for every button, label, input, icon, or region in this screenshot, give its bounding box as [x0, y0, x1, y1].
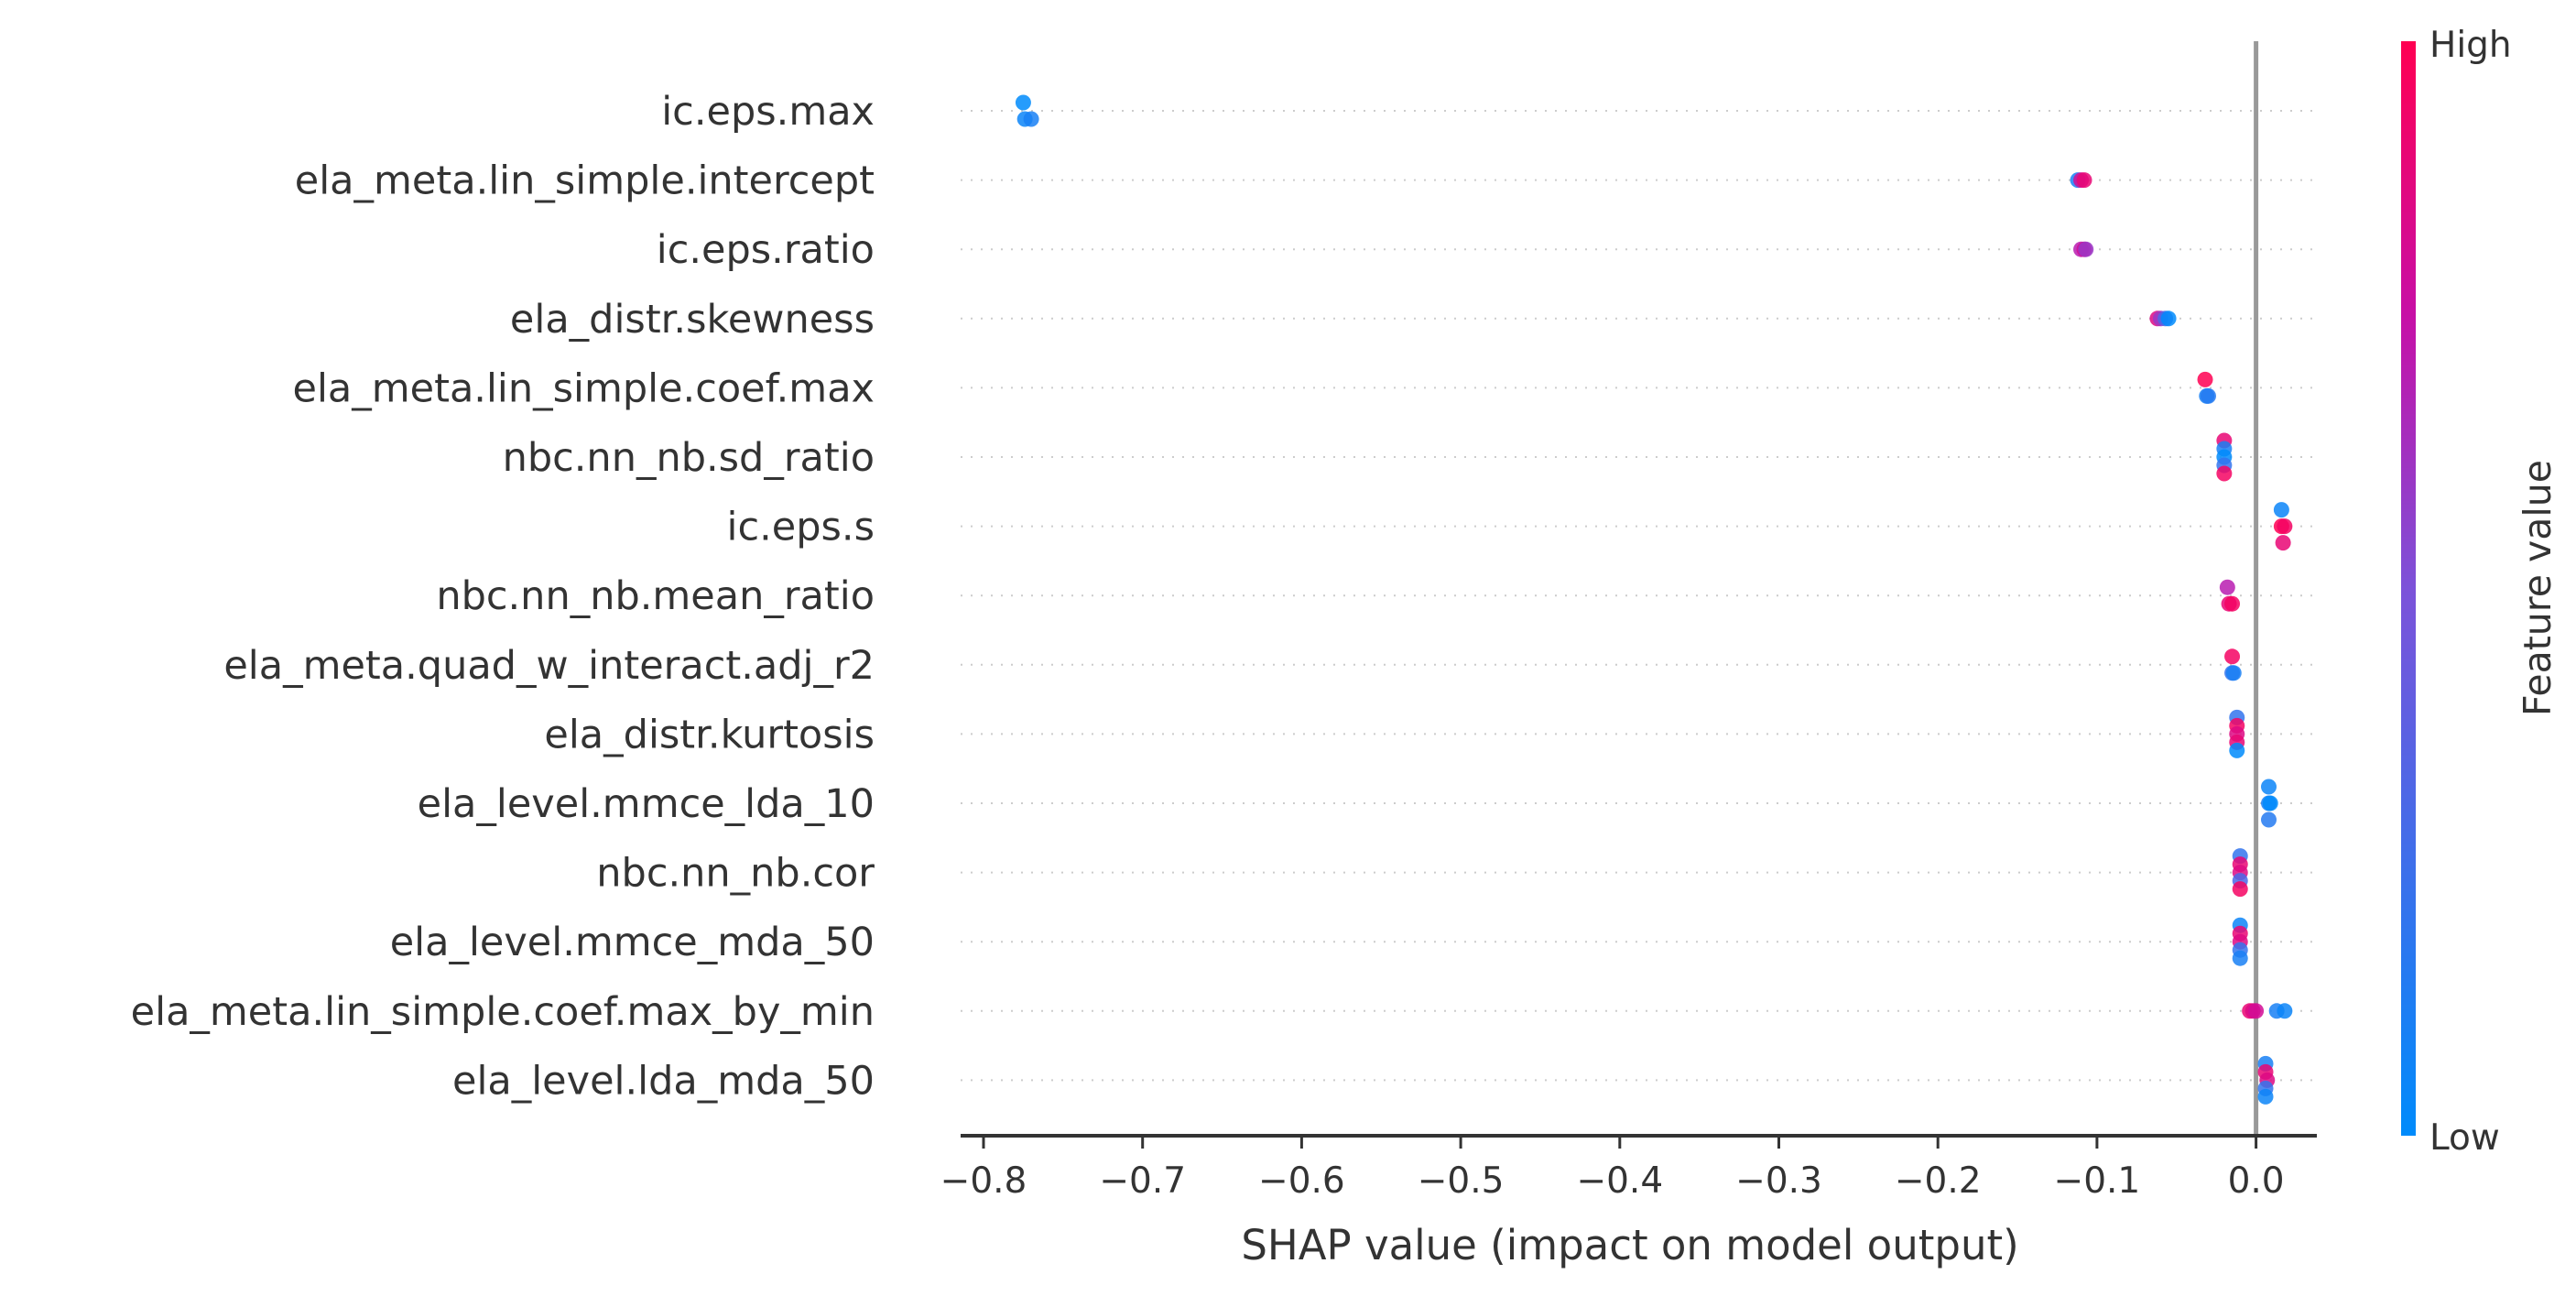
x-tick-label: −0.6	[1258, 1160, 1345, 1202]
feature-label: ic.eps.ratio	[657, 227, 875, 273]
data-point	[2160, 310, 2177, 327]
grid-layer	[961, 110, 2317, 1082]
data-point	[2257, 1088, 2274, 1105]
feature-label: nbc.nn_nb.mean_ratio	[436, 573, 875, 619]
data-point	[2232, 950, 2248, 966]
data-point	[2224, 595, 2241, 612]
x-tick-label: −0.7	[1099, 1160, 1186, 1202]
data-point	[2277, 1003, 2293, 1019]
feature-label: ela_level.lda_mda_50	[452, 1058, 875, 1104]
data-point	[2260, 779, 2277, 795]
colorbar-high-label: High	[2429, 25, 2512, 66]
colorbar: High Low Feature value	[2401, 25, 2560, 1159]
feature-label: nbc.nn_nb.cor	[596, 851, 875, 897]
colorbar-low-label: Low	[2429, 1117, 2500, 1159]
data-point	[2273, 502, 2289, 518]
x-tick-label: −0.2	[1895, 1160, 1982, 1202]
data-point	[2277, 518, 2293, 535]
feature-label: ela_meta.lin_simple.coef.max	[293, 365, 875, 411]
data-point	[2275, 535, 2291, 551]
feature-label: ic.eps.s	[727, 505, 875, 550]
data-point	[2262, 795, 2278, 811]
data-point	[2219, 579, 2235, 595]
data-point	[2216, 465, 2233, 482]
data-point	[2225, 665, 2242, 681]
feature-label: nbc.nn_nb.sd_ratio	[503, 435, 875, 481]
colorbar-title: Feature value	[2516, 460, 2560, 716]
feature-label: ela_distr.skewness	[510, 297, 875, 343]
data-point	[2229, 742, 2245, 758]
x-tick-label: 0.0	[2228, 1160, 2285, 1202]
x-tick-label: −0.5	[1418, 1160, 1505, 1202]
feature-label: ela_meta.lin_simple.coef.max_by_min	[131, 989, 875, 1035]
feature-labels-layer: ic.eps.max ela_meta.lin_simple.intercepti…	[131, 89, 875, 1104]
data-point	[2197, 371, 2213, 387]
x-tick-label: −0.3	[1735, 1160, 1822, 1202]
colorbar-gradient	[2401, 41, 2416, 1136]
data-point	[2260, 811, 2277, 828]
data-point	[2076, 172, 2092, 189]
feature-label: ic.eps.max	[661, 89, 875, 135]
points-layer	[1015, 94, 2293, 1105]
x-tick-label: −0.4	[1576, 1160, 1663, 1202]
data-point	[2200, 387, 2216, 404]
x-tick-label: −0.8	[940, 1160, 1027, 1202]
data-point	[2078, 241, 2094, 257]
x-tick-label: −0.1	[2054, 1160, 2141, 1202]
data-point	[1015, 94, 1031, 111]
x-axis-title: SHAP value (impact on model output)	[1241, 1221, 2018, 1269]
feature-label: ela_meta.quad_w_interact.adj_r2	[223, 643, 875, 689]
data-point	[2232, 881, 2248, 898]
data-point	[1023, 111, 1039, 127]
feature-label: ela_meta.lin_simple.intercept	[295, 158, 875, 204]
data-point	[2248, 1003, 2265, 1019]
feature-label: ela_level.mmce_mda_50	[390, 920, 875, 965]
feature-label: ela_distr.kurtosis	[544, 712, 875, 757]
data-point	[2224, 648, 2241, 665]
x-axis: −0.8 −0.7 −0.6 −0.5 −0.4 −0.3 −0.2 −0.1 0.0	[940, 1134, 2317, 1202]
feature-label: ela_level.mmce_lda_10	[418, 781, 875, 827]
